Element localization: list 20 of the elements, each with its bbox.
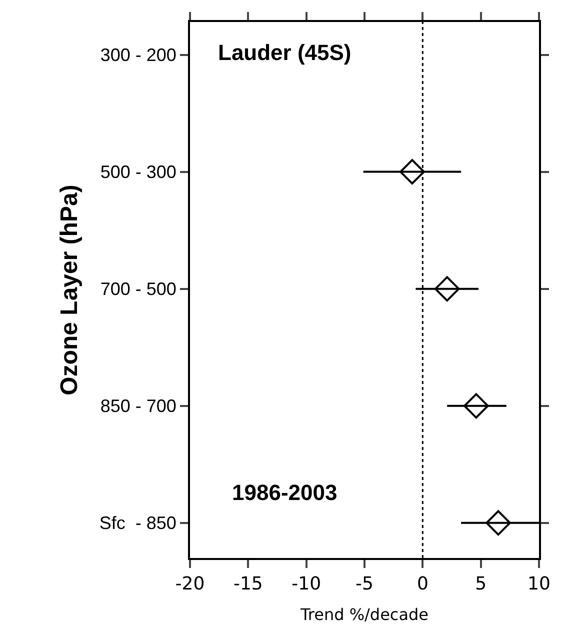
point	[400, 159, 425, 184]
x-tick-label: 5	[475, 574, 487, 595]
y-tick-label: 850 - 700	[100, 396, 176, 416]
point	[434, 276, 460, 302]
x-axis-title: Trend %/decade	[299, 604, 429, 624]
y-tick-label: Sfc - 850	[99, 513, 176, 534]
y-tick-label: 500 - 300	[100, 162, 176, 182]
annotation: Lauder (45S)	[218, 40, 352, 65]
annotation: 1986-2003	[232, 480, 338, 505]
y-tick-label: 700 - 500	[100, 279, 176, 300]
point	[463, 393, 489, 419]
x-tick-label: -20	[175, 574, 205, 595]
point	[486, 510, 511, 536]
y-tick-label: 300 - 200	[100, 45, 176, 66]
y-axis-title: Ozone Layer (hPa)	[56, 184, 83, 396]
x-tick-label: -10	[292, 574, 322, 595]
x-tick-label: -5	[356, 574, 374, 595]
x-tick-label: 10	[528, 574, 550, 595]
x-tick-label: 0	[416, 574, 428, 595]
x-tick-label: -15	[233, 574, 263, 595]
